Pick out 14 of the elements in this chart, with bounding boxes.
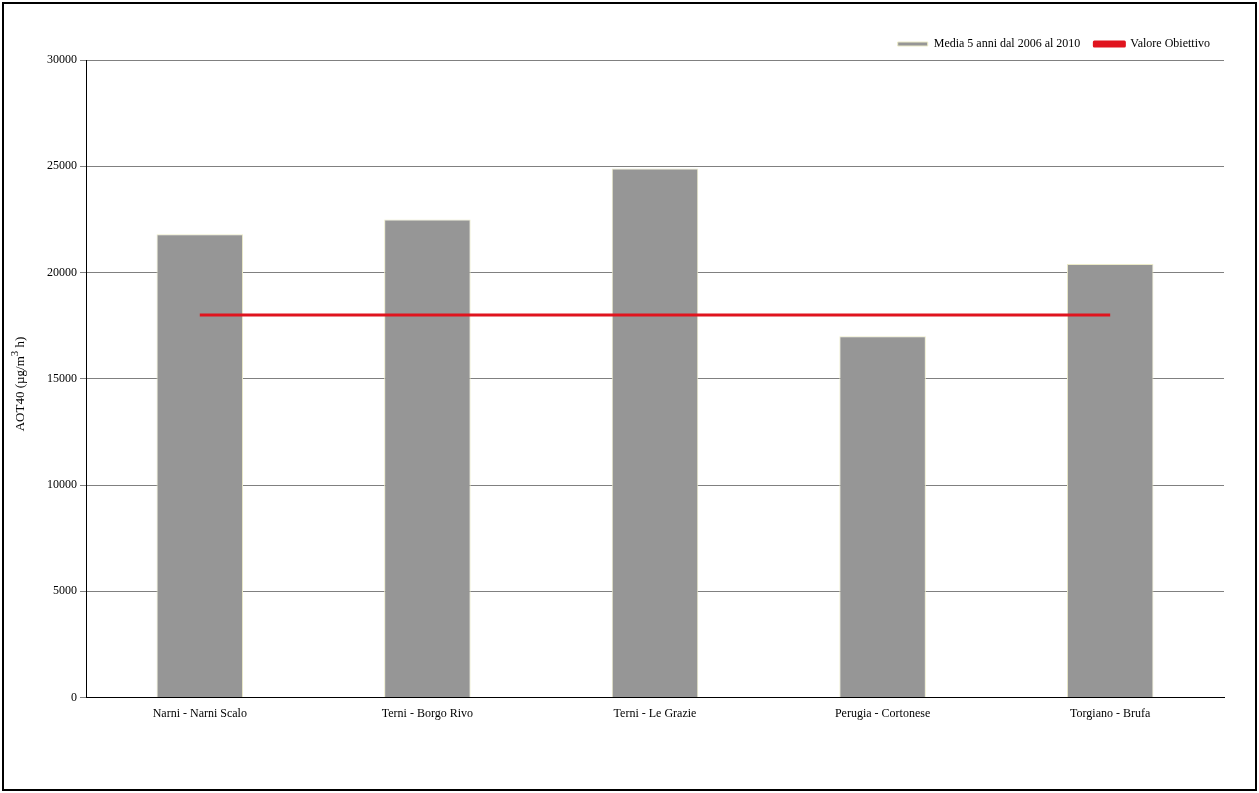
y-tick-label: 20000: [47, 264, 77, 279]
legend-label: Media 5 anni dal 2006 al 2010: [933, 36, 1081, 51]
x-tick-label: Perugia - Cortonese: [834, 705, 931, 720]
y-tick-label: 5000: [53, 583, 77, 598]
y-tick-label: 25000: [47, 158, 77, 173]
legend-label: Valore Obiettivo: [1130, 36, 1211, 51]
y-tick-label: 30000: [47, 52, 77, 67]
x-tick-label: Torgiano - Brufa: [1070, 705, 1151, 720]
y-tick-label: 0: [71, 689, 77, 704]
y-tick-label: 15000: [47, 370, 77, 385]
x-tick-label: Narni - Narni Scalo: [152, 705, 247, 720]
y-tick-label: 10000: [47, 477, 77, 492]
x-tick-label: Terni - Le Grazie: [613, 705, 697, 720]
x-tick-label: Terni - Borgo Rivo: [381, 705, 474, 720]
